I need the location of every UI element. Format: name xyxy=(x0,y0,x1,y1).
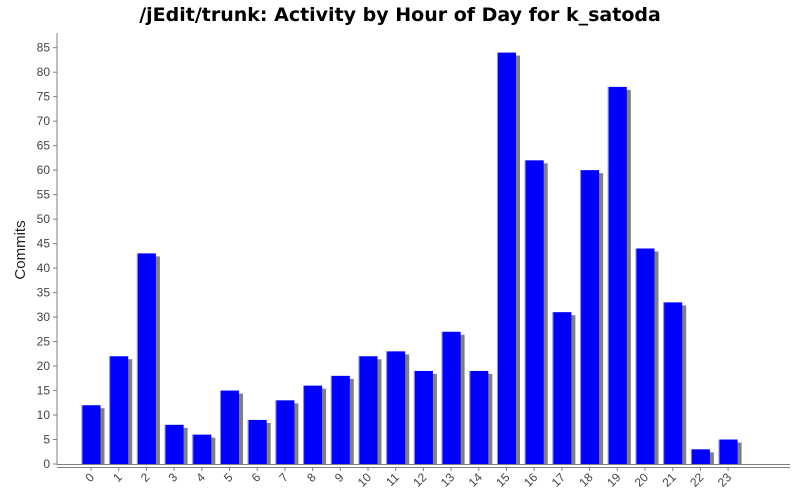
y-axis-label: Commits xyxy=(12,220,29,279)
x-tick-label: 8 xyxy=(304,470,319,485)
y-tick-label: 40 xyxy=(37,261,51,275)
x-tick-label: 4 xyxy=(193,470,208,485)
y-axis: 0 5 10 15 20 25 30 35 40 45 50 55 60 65 70 75 80 85 xyxy=(37,41,57,471)
y-tick-label: 5 xyxy=(43,433,50,447)
y-tick-label: 35 xyxy=(37,286,51,300)
y-tick-label: 15 xyxy=(37,384,51,398)
x-tick-label: 5 xyxy=(221,470,236,485)
y-tick-label: 25 xyxy=(37,335,51,349)
x-tick-label: 19 xyxy=(604,470,624,490)
bar xyxy=(192,434,212,464)
bar xyxy=(136,253,156,464)
x-tick-label: 9 xyxy=(332,470,347,485)
bar xyxy=(109,356,129,464)
y-tick-label: 55 xyxy=(37,188,51,202)
bar xyxy=(497,52,516,464)
y-tick-label: 20 xyxy=(37,359,51,373)
bar xyxy=(303,385,323,464)
x-tick-label: 1 xyxy=(110,470,125,485)
bar xyxy=(635,248,655,464)
x-tick-label: 10 xyxy=(355,470,375,490)
y-tick-label: 75 xyxy=(37,90,51,104)
x-tick-label: 12 xyxy=(410,470,430,490)
x-tick-label: 18 xyxy=(576,470,596,490)
x-tick-label: 3 xyxy=(166,470,181,485)
x-tick-label: 6 xyxy=(249,470,264,485)
x-axis: 0 1 2 3 4 5 6 7 8 9 10 11 12 13 14 15 16 17 18 19 20 21 22 23 xyxy=(82,467,735,490)
chart-title: /jEdit/trunk: Activity by Hour of Day fo… xyxy=(139,4,661,26)
bar xyxy=(441,331,461,464)
bars xyxy=(81,52,738,465)
x-tick-label: 22 xyxy=(687,470,707,490)
x-tick-label: 20 xyxy=(632,470,652,490)
bar xyxy=(469,370,489,464)
x-tick-label: 14 xyxy=(466,470,486,490)
bar xyxy=(386,351,406,464)
y-tick-label: 85 xyxy=(37,41,51,55)
x-tick-label: 7 xyxy=(276,470,291,485)
x-tick-label: 0 xyxy=(82,470,97,485)
y-tick-label: 10 xyxy=(37,408,51,422)
x-tick-label: 21 xyxy=(659,470,679,490)
bar xyxy=(552,312,572,464)
bar xyxy=(81,405,101,464)
bar xyxy=(690,449,710,464)
bar xyxy=(358,356,378,464)
x-tick-label: 15 xyxy=(493,470,513,490)
bar xyxy=(413,370,433,464)
x-tick-label: 13 xyxy=(438,470,458,490)
x-tick-label: 11 xyxy=(383,470,402,489)
bar xyxy=(607,86,627,464)
bar xyxy=(330,375,350,464)
bar xyxy=(580,170,600,465)
bar xyxy=(220,390,239,464)
y-tick-label: 0 xyxy=(43,457,50,471)
bar xyxy=(164,424,184,464)
x-tick-label: 17 xyxy=(549,470,569,490)
bar xyxy=(663,302,683,464)
y-tick-label: 80 xyxy=(37,65,51,79)
x-tick-label: 2 xyxy=(138,470,153,485)
y-tick-label: 70 xyxy=(37,114,51,128)
y-tick-label: 65 xyxy=(37,139,51,153)
bar xyxy=(247,419,267,464)
x-tick-label: 23 xyxy=(715,470,735,490)
bar xyxy=(718,439,738,464)
bar xyxy=(275,400,295,464)
y-tick-label: 30 xyxy=(37,310,51,324)
y-tick-label: 45 xyxy=(37,237,51,251)
y-tick-label: 50 xyxy=(37,212,51,226)
bar xyxy=(524,160,544,464)
x-tick-label: 16 xyxy=(521,470,541,490)
y-tick-label: 60 xyxy=(37,163,51,177)
